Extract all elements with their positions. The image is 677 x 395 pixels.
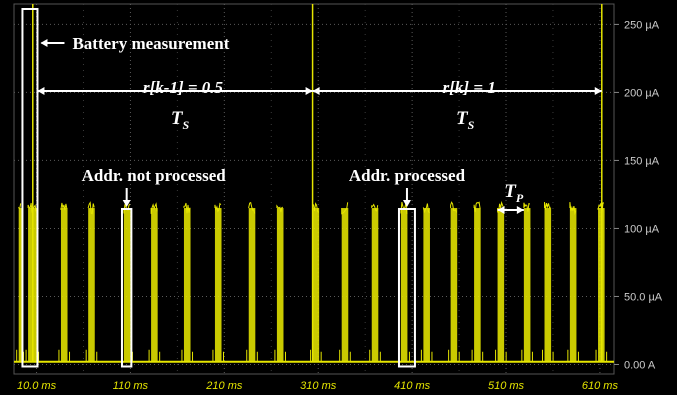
trace-pulse — [372, 208, 379, 362]
x-tick-label: 110 ms — [113, 380, 149, 392]
y-tick-label: 250 µA — [624, 19, 660, 31]
trace-pulse — [474, 208, 481, 362]
y-tick-label: 200 µA — [624, 87, 660, 99]
processed-label: Addr. processed — [349, 166, 466, 185]
trace-pulse — [524, 208, 531, 362]
y-tick-label: 0.00 A — [624, 359, 656, 371]
trace-pulse — [88, 208, 95, 362]
y-tick-label: 100 µA — [624, 223, 660, 235]
trace-pulse — [401, 208, 408, 362]
trace-pulse — [423, 208, 430, 362]
x-tick-label: 510 ms — [488, 380, 525, 392]
trace-pulse — [451, 208, 458, 362]
x-tick-label: 10.0 ms — [17, 380, 57, 392]
trace-pulse — [545, 208, 552, 362]
trace-pulse — [498, 208, 505, 362]
y-tick-label: 50.0 µA — [624, 291, 663, 303]
battery-measurement-label: Battery measurement — [72, 34, 229, 53]
trace-pulse — [313, 208, 320, 362]
trace-pulse — [277, 208, 284, 362]
trace-pulse — [570, 208, 577, 362]
x-tick-label: 410 ms — [394, 380, 431, 392]
not-processed-label: Addr. not processed — [82, 166, 227, 185]
x-tick-label: 310 ms — [300, 380, 337, 392]
x-tick-label: 210 ms — [205, 380, 243, 392]
trace-pulse — [249, 208, 256, 362]
ratio-right-label: r[k] = 1 — [443, 78, 496, 97]
trace-pulse — [19, 208, 22, 362]
trace-pulse — [342, 208, 349, 362]
trace-pulse — [215, 208, 222, 362]
y-tick-label: 150 µA — [624, 155, 660, 167]
ratio-left-label: r[k-1] = 0.5 — [143, 78, 224, 97]
trace-pulse — [184, 208, 191, 362]
trace-pulse — [151, 208, 158, 362]
x-tick-label: 610 ms — [582, 380, 619, 392]
trace-pulse — [61, 208, 68, 362]
trace-pulse — [124, 208, 131, 362]
